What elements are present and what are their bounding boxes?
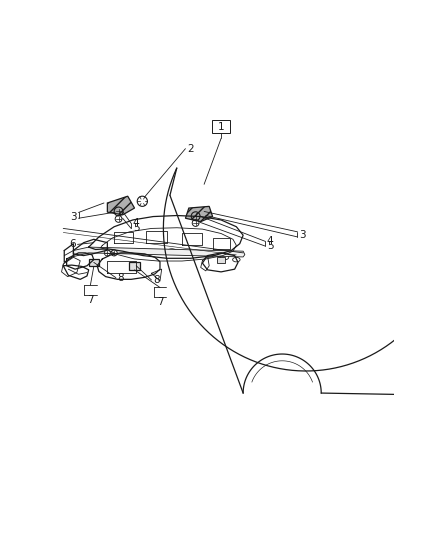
Polygon shape	[217, 257, 225, 263]
Polygon shape	[88, 259, 99, 266]
Polygon shape	[185, 206, 212, 222]
Polygon shape	[107, 196, 134, 215]
Polygon shape	[130, 262, 140, 270]
Text: 4: 4	[133, 219, 139, 228]
Polygon shape	[74, 247, 245, 257]
Text: 3: 3	[70, 212, 77, 222]
Text: 5: 5	[133, 223, 139, 233]
Text: 3: 3	[299, 230, 306, 240]
Text: 8: 8	[153, 275, 160, 285]
Text: 5: 5	[267, 241, 274, 251]
Text: 7: 7	[87, 295, 94, 305]
Text: 6: 6	[69, 239, 76, 249]
Text: 8: 8	[117, 273, 124, 282]
Text: 2: 2	[187, 144, 194, 154]
Text: 4: 4	[267, 236, 274, 246]
Text: 7: 7	[157, 297, 163, 307]
Text: 1: 1	[218, 122, 224, 132]
